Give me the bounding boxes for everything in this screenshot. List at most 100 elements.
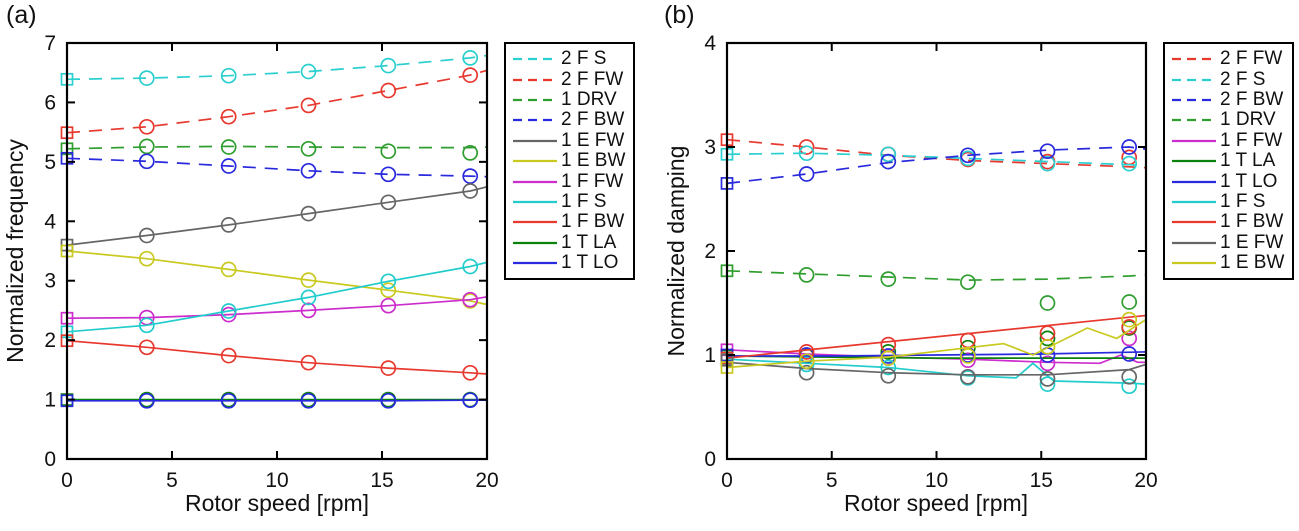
- x-tick-label: 5: [826, 469, 838, 492]
- fit-line: [66, 54, 488, 81]
- legend-sample-solid-line: [513, 261, 557, 265]
- marker-circle: [462, 67, 479, 83]
- legend-item-1-f-bw: 1 F BW: [512, 211, 625, 233]
- series-1-e-bw-b: [720, 311, 1147, 374]
- y-tick-label: 2: [704, 240, 716, 263]
- legend-label: 1 T LA: [561, 231, 617, 253]
- marker-circle: [300, 272, 317, 288]
- marker-circle: [300, 392, 317, 409]
- legend-item-1-t-la: 1 T LA: [512, 231, 625, 253]
- legend-label: 1 DRV: [561, 88, 617, 110]
- marker-circle: [798, 145, 815, 162]
- marker-circle: [960, 352, 976, 369]
- series-2-f-fw-a: [60, 67, 488, 140]
- marker-circle: [880, 350, 897, 366]
- marker-circle: [300, 63, 317, 80]
- marker-circle: [462, 291, 479, 308]
- marker-circle: [880, 359, 897, 376]
- x-tick-label: 20: [1134, 469, 1157, 492]
- series-1-t-la-a: [60, 391, 487, 408]
- legend-label: 1 E FW: [561, 129, 625, 151]
- fit-line: [726, 358, 1147, 385]
- legend-sample-solid-line: [513, 200, 557, 204]
- marker-circle: [1039, 376, 1056, 392]
- marker-circle: [220, 392, 237, 409]
- legend-item-2-f-fw: 2 F FW: [1171, 48, 1284, 69]
- fit-line: [726, 146, 1147, 185]
- legend-sample-dashed-line: [513, 78, 557, 81]
- legend-item-1-f-fw: 1 F FW: [1171, 129, 1284, 151]
- legend-label: 1 F BW: [561, 211, 625, 233]
- marker-circle: [462, 168, 479, 184]
- legend-label: 2 F BW: [561, 109, 625, 131]
- legend-item-1-e-bw: 1 E BW: [512, 150, 625, 171]
- legend-sample-dashed-line: [513, 98, 557, 102]
- axes-box-b: [725, 41, 1148, 461]
- marker-circle: [138, 118, 155, 135]
- series-1-e-fw-a: [60, 183, 488, 252]
- legend-item-1-drv: 1 DRV: [1171, 109, 1284, 130]
- legend-sample-dashed-line: [1172, 78, 1216, 81]
- legend-label: 1 T LO: [1220, 170, 1278, 192]
- y-tick-label: 1: [704, 344, 716, 367]
- fit-line: [66, 295, 488, 320]
- marker-circle: [960, 274, 976, 291]
- marker-circle: [880, 146, 897, 163]
- y-tick-label: 4: [704, 32, 716, 55]
- legend-item-1-t-lo: 1 T LO: [1171, 170, 1284, 192]
- marker-circle: [798, 267, 815, 283]
- marker-circle: [1039, 371, 1056, 387]
- marker-circle: [1121, 378, 1138, 395]
- marker-circle: [380, 360, 397, 376]
- marker-circle: [380, 282, 397, 299]
- fit-line: [726, 314, 1147, 359]
- y-tick-label: 0: [44, 448, 56, 471]
- legend-sample-dashed-line: [513, 119, 557, 122]
- legend-item-2-f-fw: 2 F FW: [512, 69, 625, 90]
- legend-item-1-f-bw: 1 F BW: [1171, 211, 1284, 233]
- legend-label: 1 F FW: [561, 170, 624, 192]
- fit-line: [726, 318, 1147, 369]
- marker-circle: [880, 153, 897, 170]
- marker-circle: [220, 303, 237, 319]
- series-1-f-bw-a: [60, 334, 488, 381]
- marker-circle: [138, 317, 155, 334]
- legend-label: 1 F BW: [1220, 211, 1284, 233]
- legend-label: 2 F BW: [1220, 88, 1284, 110]
- x-axis-label-a: Rotor speed [rpm]: [184, 490, 370, 516]
- marker-circle: [138, 70, 155, 86]
- legend-label: 1 F FW: [1220, 129, 1283, 151]
- marker-circle: [462, 258, 479, 275]
- marker-circle: [220, 158, 237, 174]
- marker-circle: [960, 368, 976, 385]
- fit-line: [66, 69, 488, 134]
- marker-circle: [220, 261, 237, 278]
- marker-circle: [220, 306, 237, 323]
- legend-label: 2 F S: [561, 48, 607, 70]
- series-1-t-lo-a: [60, 392, 487, 409]
- x-tick-label: 15: [1030, 469, 1053, 492]
- marker-circle: [1039, 338, 1056, 355]
- series-1-t-lo-b: [720, 346, 1147, 364]
- legend-sample-solid-line: [1172, 261, 1216, 265]
- legend-label: 1 T LO: [561, 252, 619, 274]
- fit-line: [66, 339, 488, 375]
- marker-circle: [462, 50, 479, 66]
- marker-circle: [462, 364, 479, 381]
- legend-label: 2 F S: [1220, 68, 1266, 90]
- x-axis-label-b: Rotor speed [rpm]: [843, 490, 1029, 516]
- x-tick-label: 0: [61, 469, 73, 492]
- legend-sample-solid-line: [1172, 139, 1216, 142]
- marker-circle: [380, 82, 397, 99]
- fit-line: [726, 152, 1147, 167]
- series-1-drv-a: [60, 138, 488, 161]
- marker-circle: [300, 97, 317, 114]
- marker-circle: [380, 194, 397, 211]
- series-1-f-s-a: [60, 258, 488, 339]
- legend-item-1-e-fw: 1 E FW: [512, 129, 625, 151]
- legend-sample-solid-line: [1172, 180, 1216, 183]
- marker-circle: [300, 205, 317, 222]
- fit-line: [66, 157, 488, 178]
- x-tick-label: 5: [166, 469, 178, 492]
- marker-circle: [138, 138, 155, 155]
